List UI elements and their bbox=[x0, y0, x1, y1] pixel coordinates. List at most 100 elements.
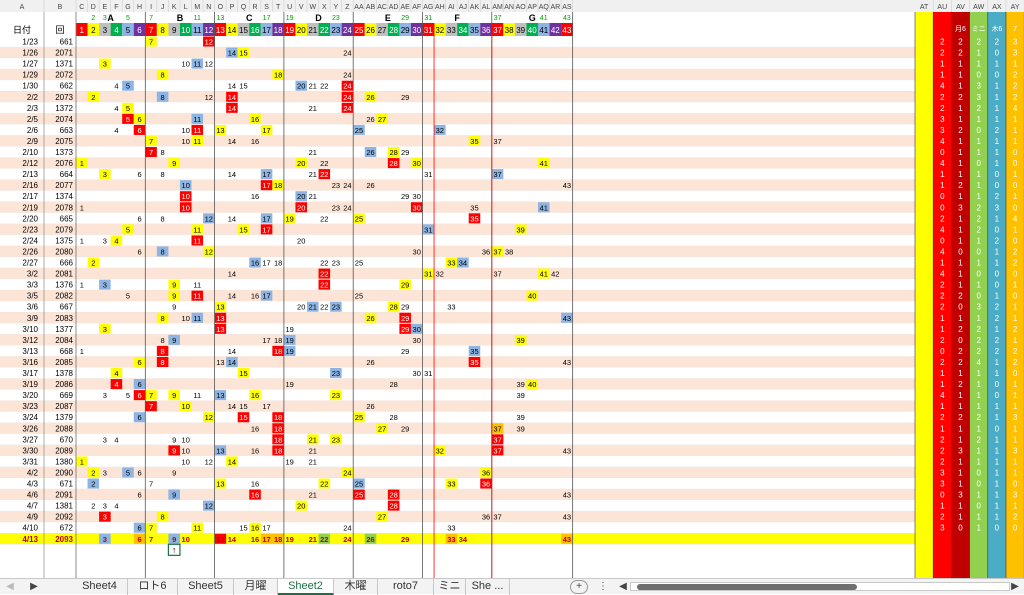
highlighted-cell[interactable] bbox=[491, 445, 504, 456]
highlighted-cell[interactable] bbox=[133, 522, 146, 533]
highlighted-cell[interactable] bbox=[387, 147, 400, 158]
highlighted-cell[interactable] bbox=[99, 279, 111, 290]
highlighted-cell[interactable] bbox=[307, 434, 319, 445]
highlighted-cell[interactable] bbox=[168, 279, 180, 290]
highlighted-cell[interactable] bbox=[203, 36, 215, 47]
highlighted-cell[interactable] bbox=[318, 268, 331, 279]
more-options-icon[interactable]: ⋮ bbox=[598, 581, 608, 592]
highlighted-cell[interactable] bbox=[145, 390, 157, 401]
column-header-I[interactable]: I bbox=[150, 0, 158, 12]
column-header-AU[interactable]: AU bbox=[937, 0, 952, 12]
highlighted-cell[interactable] bbox=[110, 235, 123, 246]
tab-[interactable]: 木曜 bbox=[334, 579, 378, 595]
highlighted-cell[interactable] bbox=[145, 147, 157, 158]
horizontal-scrollbar[interactable] bbox=[630, 582, 1010, 591]
highlighted-cell[interactable] bbox=[353, 489, 365, 500]
highlighted-cell[interactable] bbox=[468, 135, 481, 146]
highlighted-cell[interactable] bbox=[99, 533, 111, 544]
highlighted-cell[interactable] bbox=[422, 268, 435, 279]
highlighted-cell[interactable] bbox=[387, 489, 400, 500]
highlighted-cell[interactable] bbox=[561, 312, 573, 323]
highlighted-cell[interactable] bbox=[480, 478, 492, 489]
highlighted-cell[interactable] bbox=[341, 102, 354, 113]
highlighted-cell[interactable] bbox=[168, 158, 180, 169]
highlighted-cell[interactable] bbox=[145, 36, 157, 47]
highlighted-cell[interactable] bbox=[237, 224, 250, 235]
highlighted-cell[interactable] bbox=[226, 102, 238, 113]
highlighted-cell[interactable] bbox=[214, 312, 227, 323]
highlighted-cell[interactable] bbox=[156, 246, 169, 257]
highlighted-cell[interactable] bbox=[295, 500, 307, 511]
highlighted-cell[interactable] bbox=[318, 478, 331, 489]
highlighted-cell[interactable] bbox=[260, 213, 273, 224]
column-header-H[interactable]: H bbox=[137, 0, 146, 12]
highlighted-cell[interactable] bbox=[87, 478, 100, 489]
highlighted-cell[interactable] bbox=[122, 102, 134, 113]
highlighted-cell[interactable] bbox=[168, 489, 180, 500]
column-header-U[interactable]: U bbox=[287, 0, 296, 12]
highlighted-cell[interactable] bbox=[226, 47, 238, 58]
highlighted-cell[interactable] bbox=[295, 191, 307, 202]
highlighted-cell[interactable] bbox=[214, 124, 227, 135]
selected-cell[interactable] bbox=[167, 543, 181, 556]
column-header-B[interactable]: B bbox=[58, 0, 77, 12]
column-header-K[interactable]: K bbox=[172, 0, 181, 12]
highlighted-cell[interactable] bbox=[87, 91, 100, 102]
tab-[interactable]: ミニ bbox=[434, 579, 466, 595]
highlighted-cell[interactable] bbox=[272, 445, 284, 456]
highlighted-cell[interactable] bbox=[156, 511, 169, 522]
highlighted-cell[interactable] bbox=[156, 356, 169, 367]
highlighted-cell[interactable] bbox=[457, 257, 469, 268]
highlighted-cell[interactable] bbox=[168, 445, 180, 456]
column-header-E[interactable]: E bbox=[103, 0, 111, 12]
tab-she[interactable]: She ... bbox=[466, 579, 510, 595]
highlighted-cell[interactable] bbox=[468, 356, 481, 367]
highlighted-cell[interactable] bbox=[468, 345, 481, 356]
highlighted-cell[interactable] bbox=[295, 202, 307, 213]
column-header-Z[interactable]: Z bbox=[345, 0, 354, 12]
highlighted-cell[interactable] bbox=[156, 69, 169, 80]
highlighted-cell[interactable] bbox=[133, 124, 146, 135]
highlighted-cell[interactable] bbox=[353, 213, 365, 224]
highlighted-cell[interactable] bbox=[110, 368, 123, 379]
highlighted-cell[interactable] bbox=[538, 268, 550, 279]
highlighted-cell[interactable] bbox=[249, 390, 261, 401]
highlighted-cell[interactable] bbox=[283, 345, 296, 356]
highlighted-cell[interactable] bbox=[156, 312, 169, 323]
highlighted-cell[interactable] bbox=[434, 124, 446, 135]
column-header-AI[interactable]: AI bbox=[448, 0, 458, 12]
column-header-T[interactable]: T bbox=[276, 0, 285, 12]
highlighted-cell[interactable] bbox=[491, 423, 504, 434]
highlighted-cell[interactable] bbox=[122, 113, 134, 124]
highlighted-cell[interactable] bbox=[526, 379, 538, 390]
column-header-R[interactable]: R bbox=[252, 0, 262, 12]
highlighted-cell[interactable] bbox=[410, 158, 423, 169]
highlighted-cell[interactable] bbox=[179, 401, 192, 412]
highlighted-cell[interactable] bbox=[353, 124, 365, 135]
column-header-AY[interactable]: AY bbox=[1011, 0, 1024, 12]
column-header-AB[interactable]: AB bbox=[366, 0, 377, 12]
highlighted-cell[interactable] bbox=[307, 301, 319, 312]
highlighted-cell[interactable] bbox=[191, 522, 204, 533]
highlighted-cell[interactable] bbox=[133, 412, 146, 423]
highlighted-cell[interactable] bbox=[203, 246, 215, 257]
column-header-AH[interactable]: AH bbox=[435, 0, 446, 12]
highlighted-cell[interactable] bbox=[226, 456, 238, 467]
highlighted-cell[interactable] bbox=[330, 390, 342, 401]
tab-sheet5[interactable]: Sheet5 bbox=[178, 579, 234, 595]
highlighted-cell[interactable] bbox=[526, 290, 538, 301]
highlighted-cell[interactable] bbox=[191, 224, 204, 235]
column-header-V[interactable]: V bbox=[299, 0, 308, 12]
highlighted-cell[interactable] bbox=[318, 533, 331, 544]
highlighted-cell[interactable] bbox=[283, 213, 296, 224]
column-header-AC[interactable]: AC bbox=[377, 0, 389, 12]
column-header-AP[interactable]: AP bbox=[528, 0, 539, 12]
tab-roto7[interactable]: roto7 bbox=[378, 579, 434, 595]
highlighted-cell[interactable] bbox=[341, 80, 354, 91]
highlighted-cell[interactable] bbox=[387, 301, 400, 312]
highlighted-cell[interactable] bbox=[399, 323, 411, 334]
highlighted-cell[interactable] bbox=[445, 533, 458, 544]
highlighted-cell[interactable] bbox=[387, 158, 400, 169]
highlighted-cell[interactable] bbox=[272, 533, 284, 544]
highlighted-cell[interactable] bbox=[272, 434, 284, 445]
